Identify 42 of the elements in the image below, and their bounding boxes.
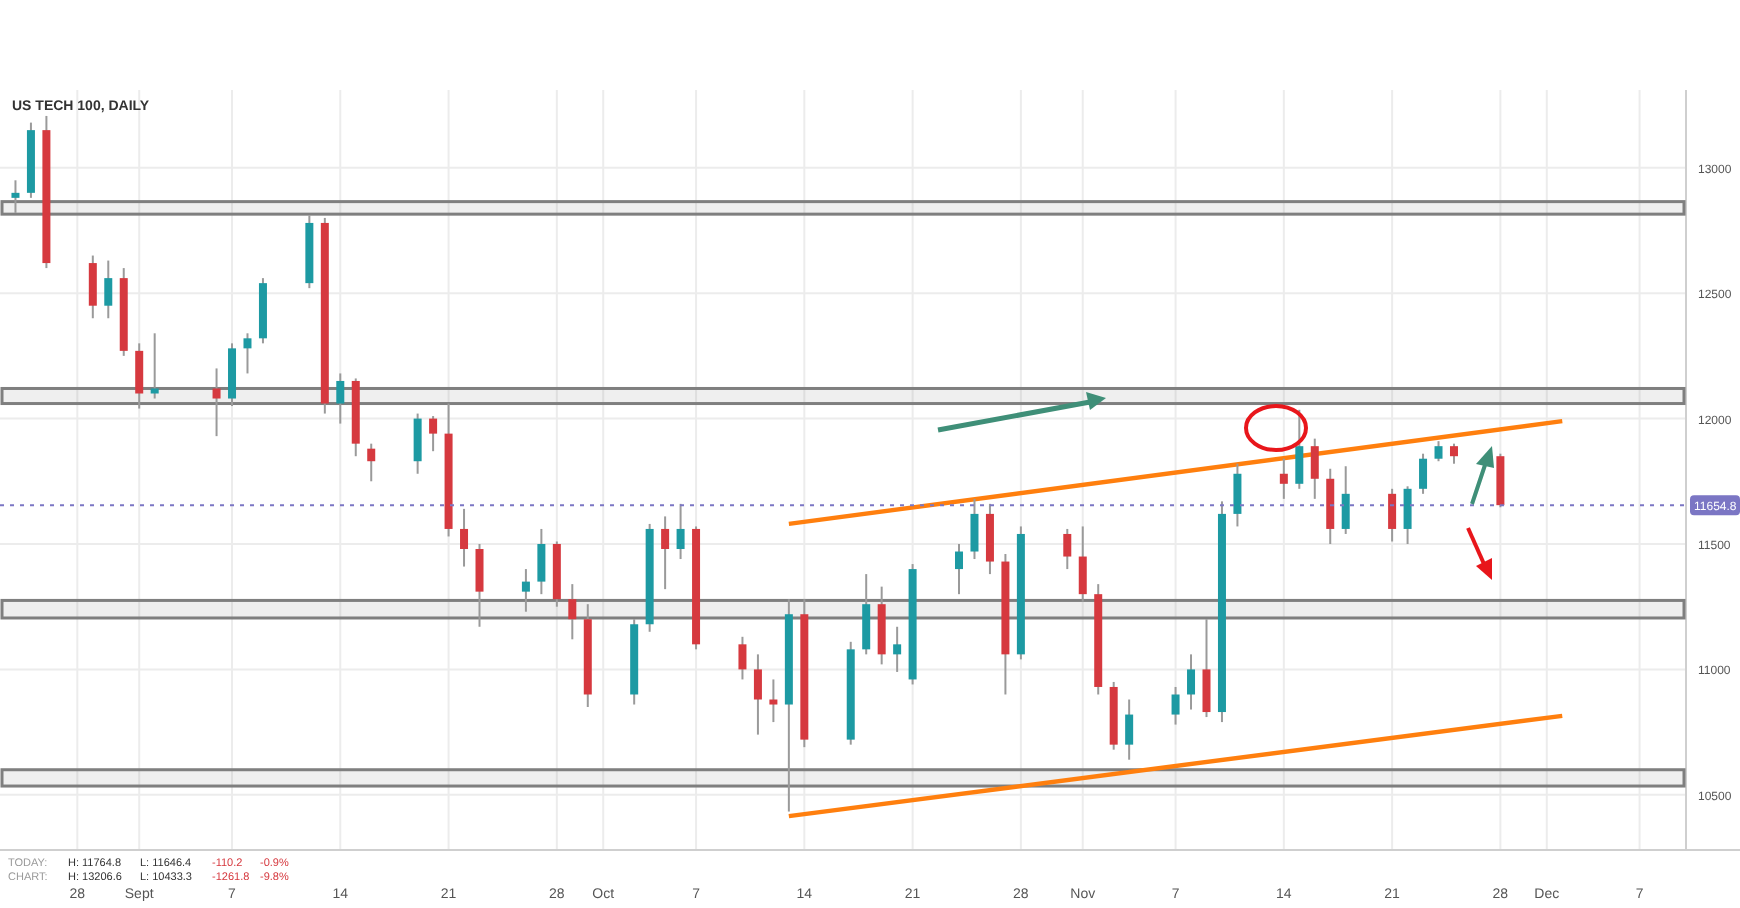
candlestick [1078,525,1087,603]
candlestick [1434,440,1443,463]
candlestick [568,583,577,641]
candlestick [1202,618,1211,719]
candlestick [893,625,902,673]
candlestick [88,254,97,320]
candlestick [1233,462,1242,528]
candlestick [955,542,964,596]
candlestick [521,568,530,613]
candlestick [738,635,747,681]
candlestick [1279,457,1288,500]
candlestick [336,372,345,425]
candlestick [661,515,670,591]
candlestick [460,507,469,568]
candlestick [970,497,979,561]
candlestick [1341,465,1350,535]
candlestick [135,342,144,410]
candlestick [11,179,20,214]
candlestick [413,412,422,475]
candlestick [1187,653,1196,711]
candlestick [1063,527,1072,571]
candlestick [1388,487,1397,543]
candlestick [367,442,376,483]
candlestick [429,415,438,453]
candlestick [1419,452,1428,495]
candlestick [1125,698,1134,761]
candlestick [104,259,113,320]
candlestick [475,542,484,628]
candlestick [1310,437,1319,500]
candlestick [243,332,252,375]
candlestick [212,367,221,438]
candlestick [1171,685,1180,726]
candlestick [985,502,994,576]
candlestick [676,502,685,561]
candlestick [753,653,762,736]
candlestick [862,573,871,656]
candlestick [150,332,159,400]
candlestick [537,527,546,596]
candlestick [769,678,778,724]
candlestick [1403,485,1412,545]
candlestick [1449,442,1458,465]
candlestick [1295,408,1304,490]
